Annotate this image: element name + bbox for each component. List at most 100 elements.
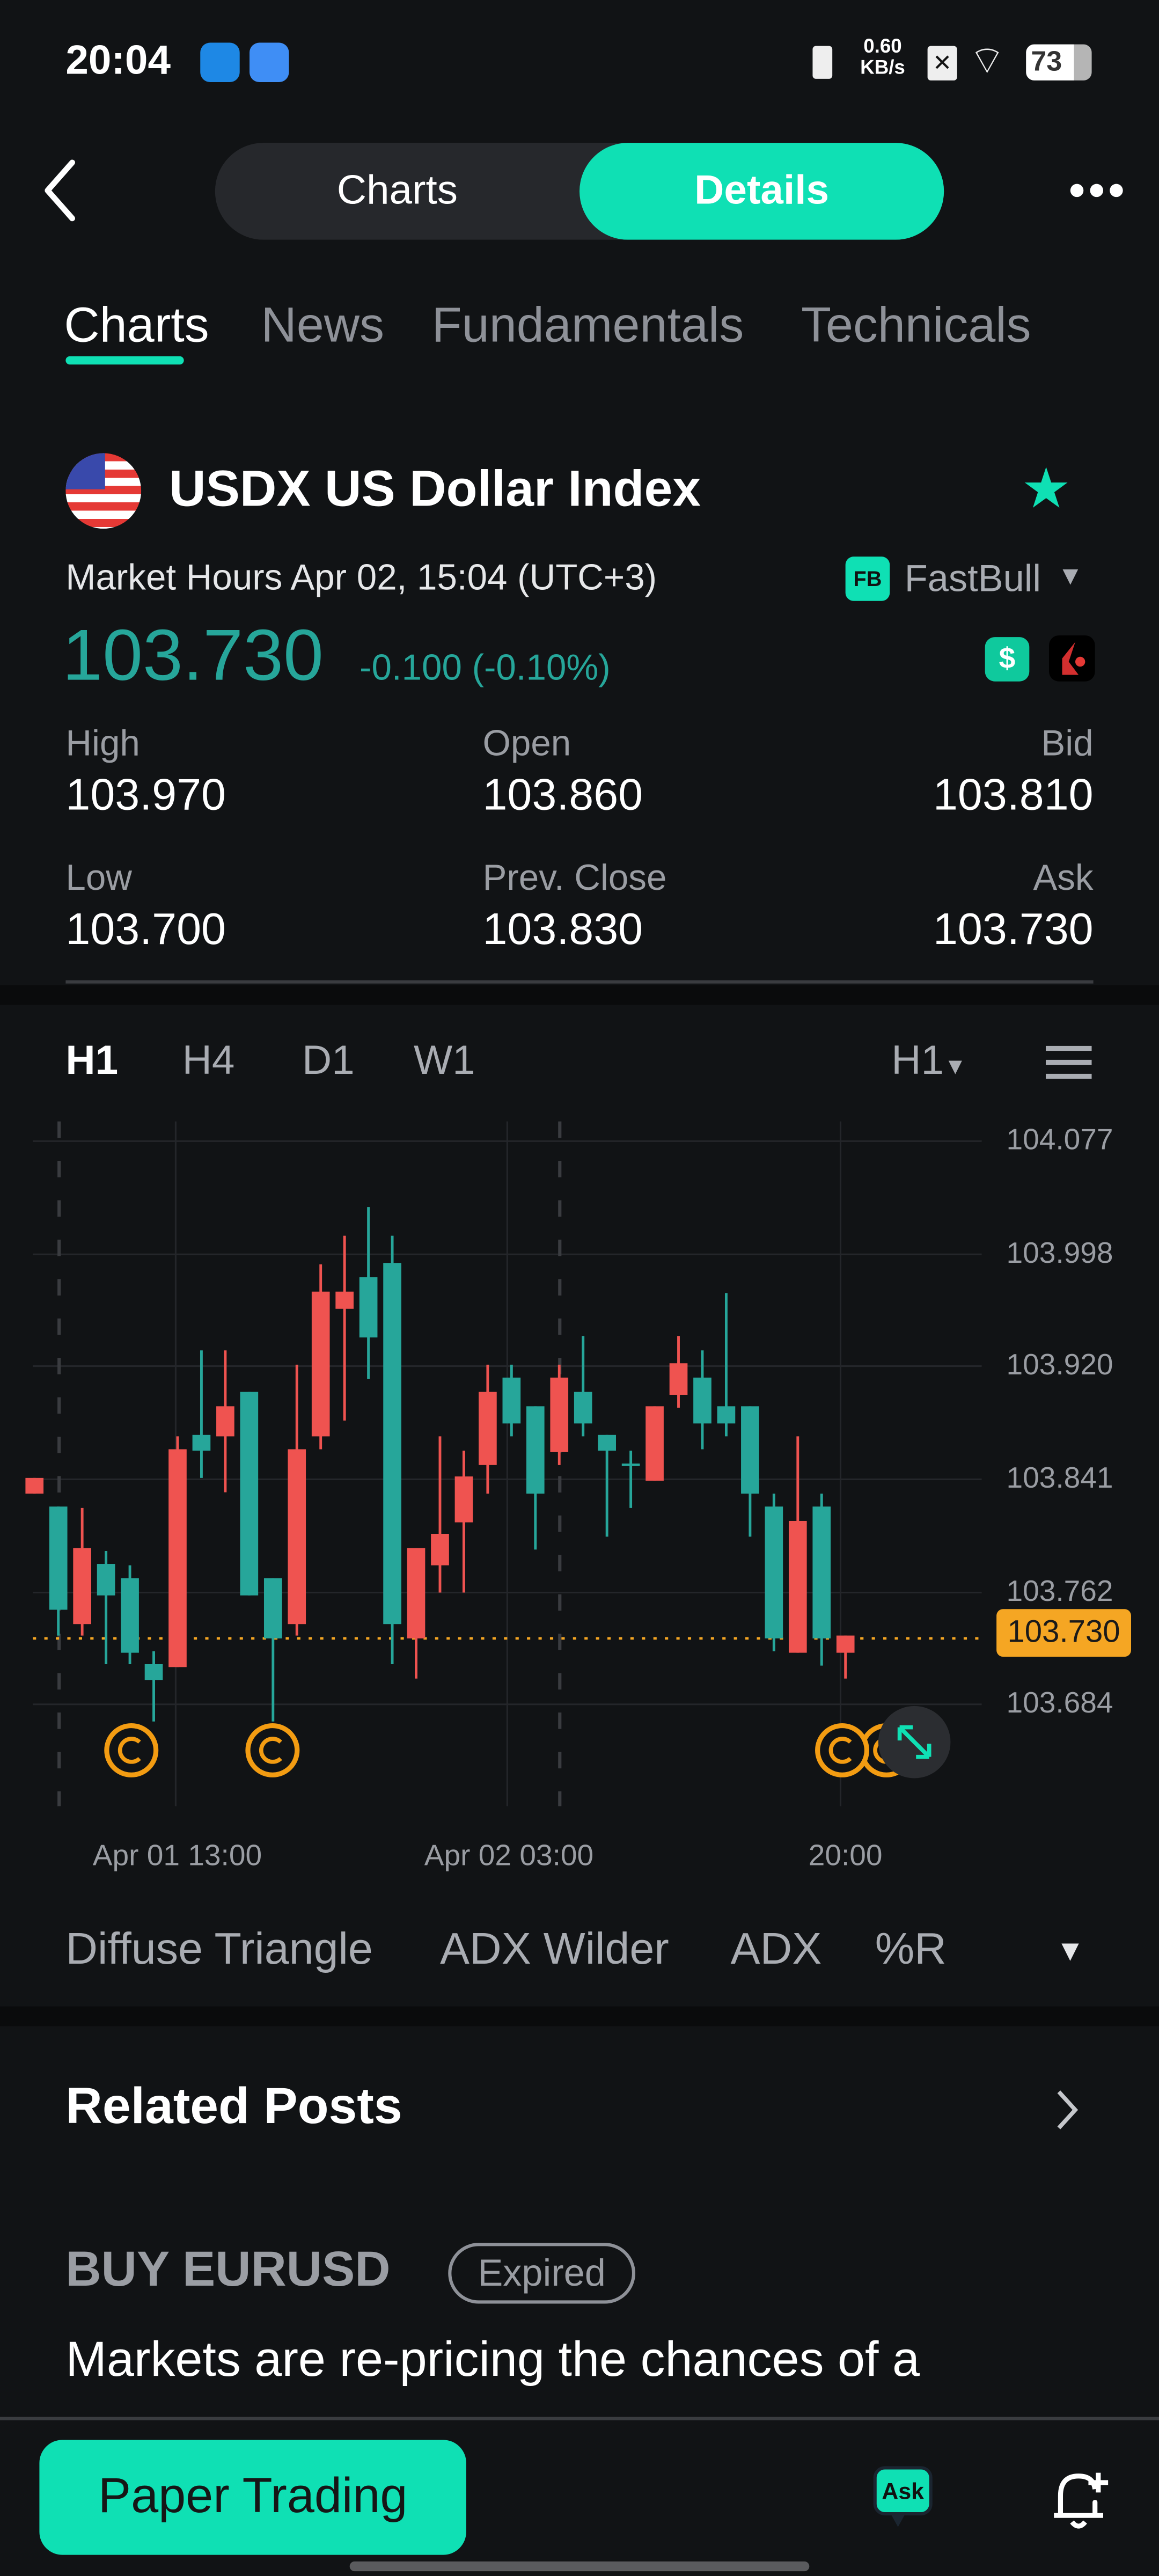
stat-value-ask: 103.730 <box>933 904 1094 954</box>
candle-body <box>216 1406 234 1437</box>
ask-chat-icon: Ask <box>873 2466 933 2516</box>
candle <box>168 1436 187 1667</box>
stat-value-low: 103.700 <box>65 904 226 954</box>
timeframe-h1[interactable]: H1 <box>65 1037 119 1084</box>
ask-button[interactable]: Ask <box>870 2463 936 2528</box>
candle <box>645 1406 664 1481</box>
broker-logo-icon[interactable] <box>1049 635 1095 682</box>
candle-body <box>741 1406 759 1494</box>
timeframe-d1[interactable]: D1 <box>302 1037 355 1084</box>
candle <box>765 1494 783 1651</box>
candle-body <box>717 1406 736 1424</box>
more-button[interactable] <box>1069 174 1125 207</box>
back-button[interactable] <box>39 158 82 223</box>
indicator-diffuse-triangle[interactable]: Diffuse Triangle <box>65 1924 373 1974</box>
candle <box>526 1406 545 1550</box>
post-headline[interactable]: Markets are re-pricing the chances of a <box>65 2333 920 2388</box>
candle <box>49 1506 68 1636</box>
indicator-williams-r[interactable]: %R <box>875 1924 947 1974</box>
candle <box>288 1364 306 1636</box>
caret-down-icon: ▼ <box>1055 1934 1085 1967</box>
candle <box>73 1507 91 1636</box>
candle <box>192 1350 211 1478</box>
net-speed: 0.60 KB/s <box>860 35 905 79</box>
caret-down-icon: ▼ <box>1057 563 1084 591</box>
stat-value-open: 103.860 <box>482 770 643 819</box>
candle-body <box>788 1520 807 1653</box>
y-tick-label: 103.841 <box>1006 1461 1113 1495</box>
cash-icon[interactable]: $ <box>985 637 1030 682</box>
post-signal[interactable]: BUY EURUSD <box>65 2243 391 2297</box>
net-speed-unit: KB/s <box>860 56 905 79</box>
candle <box>144 1651 163 1722</box>
candle <box>550 1364 569 1465</box>
active-tab-indicator <box>65 356 184 365</box>
related-posts-more[interactable] <box>1051 2085 1083 2135</box>
fastbull-logo: FB <box>845 555 890 601</box>
indicator-adx-wilder[interactable]: ADX Wilder <box>439 1924 669 1974</box>
candle-body <box>263 1578 282 1638</box>
paper-trading-button[interactable]: Paper Trading <box>39 2440 466 2555</box>
candle-body <box>73 1548 91 1624</box>
candle-body <box>454 1476 473 1523</box>
timeframe-dropdown[interactable]: H1▼ <box>891 1038 966 1086</box>
stat-label-high: High <box>65 722 140 764</box>
indicator-adx[interactable]: ADX <box>730 1924 822 1974</box>
divider <box>65 980 1094 984</box>
chart-menu-button[interactable] <box>1045 1044 1092 1080</box>
candle-body <box>574 1392 592 1424</box>
indicators-expand-button[interactable]: ▼ <box>1055 1934 1085 1968</box>
section-divider <box>0 985 1159 1005</box>
candle-body <box>621 1463 640 1466</box>
candle-body <box>240 1392 259 1596</box>
segment-charts[interactable]: Charts <box>336 167 458 214</box>
expand-chart-button[interactable] <box>878 1706 951 1779</box>
expand-icon <box>897 1725 931 1759</box>
candle <box>741 1406 759 1537</box>
source-selector[interactable]: FB FastBull ▼ <box>845 555 1084 601</box>
stat-value-bid: 103.810 <box>933 770 1094 819</box>
tab-news[interactable]: News <box>261 298 384 353</box>
candle <box>574 1336 592 1437</box>
candle <box>407 1548 426 1679</box>
candle <box>693 1350 711 1450</box>
star-icon: ★ <box>1021 458 1072 521</box>
status-time: 20:04 <box>65 38 171 84</box>
candlestick-chart[interactable] <box>0 0 1159 1905</box>
timeframe-h4[interactable]: H4 <box>182 1037 235 1084</box>
home-indicator[interactable] <box>349 2561 810 2572</box>
app-notification-icon <box>250 42 289 82</box>
tab-charts[interactable]: Charts <box>64 298 209 353</box>
x-tick-label: Apr 02 03:00 <box>424 1839 594 1872</box>
stat-label-low: Low <box>65 857 132 898</box>
y-tick-label: 103.762 <box>1006 1574 1113 1608</box>
candle-body <box>645 1406 664 1481</box>
candle <box>788 1436 807 1653</box>
favorite-button[interactable]: ★ <box>1021 462 1071 517</box>
battery-icon: 73 <box>1026 44 1092 80</box>
view-segmented-control: Charts Details <box>215 143 944 240</box>
price-alert-button[interactable] <box>1047 2463 1113 2531</box>
instrument-title: USDX US Dollar Index <box>169 459 701 517</box>
timeframe-w1[interactable]: W1 <box>413 1037 475 1084</box>
candle <box>454 1451 473 1593</box>
candle-body <box>526 1406 545 1494</box>
candle-body <box>97 1564 115 1596</box>
tab-technicals[interactable]: Technicals <box>801 298 1031 353</box>
stat-value-prev-close: 103.830 <box>482 904 643 954</box>
candle-body <box>49 1506 68 1610</box>
candle-body <box>836 1635 855 1653</box>
candle-body <box>288 1449 306 1624</box>
related-posts-title: Related Posts <box>65 2077 402 2135</box>
candle <box>836 1635 855 1679</box>
candle <box>263 1578 282 1722</box>
segment-details[interactable]: Details <box>580 143 944 240</box>
tab-fundamentals[interactable]: Fundamentals <box>431 298 744 353</box>
section-divider <box>0 2006 1159 2026</box>
candle-body <box>359 1277 378 1338</box>
candle-body <box>669 1363 688 1395</box>
candle-body <box>335 1291 354 1309</box>
candle-body <box>431 1534 449 1565</box>
no-sim-icon: ✕ <box>927 46 957 80</box>
